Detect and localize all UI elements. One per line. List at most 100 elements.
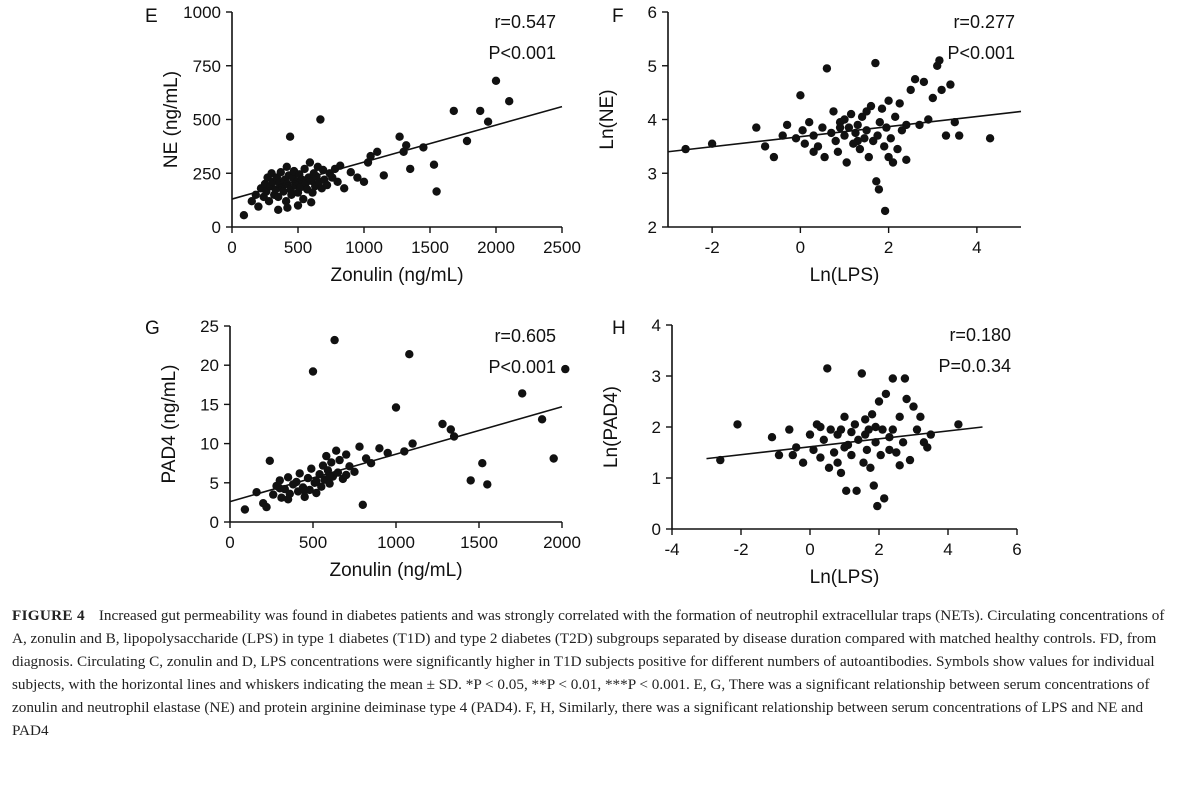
- x-tick-label: 4: [943, 540, 952, 559]
- x-tick-label: 1500: [411, 238, 449, 257]
- data-point: [854, 435, 863, 444]
- panel-letter: F: [612, 6, 624, 27]
- y-tick-label: 15: [200, 395, 219, 414]
- data-point: [833, 147, 843, 156]
- data-point: [880, 206, 890, 216]
- data-point: [483, 480, 492, 489]
- data-point: [308, 188, 317, 197]
- data-point: [355, 442, 364, 451]
- data-point: [840, 131, 849, 140]
- data-point: [909, 402, 918, 411]
- x-tick-label: 0: [225, 533, 234, 552]
- data-point: [295, 469, 304, 478]
- data-point: [408, 439, 417, 448]
- y-tick-label: 500: [193, 111, 221, 130]
- data-point: [884, 152, 893, 162]
- y-tick-label: 3: [648, 164, 657, 183]
- data-point: [307, 464, 316, 473]
- data-point: [307, 198, 316, 207]
- data-point: [239, 211, 249, 220]
- x-tick-label: 4: [972, 238, 981, 257]
- data-point: [317, 482, 326, 491]
- data-point: [902, 155, 911, 164]
- panel-letter: H: [612, 318, 626, 339]
- x-axis-title: Zonulin (ng/mL): [329, 560, 462, 581]
- data-point: [928, 93, 937, 103]
- panel-letter: E: [145, 6, 158, 27]
- y-tick-label: 5: [648, 57, 657, 76]
- y-tick-label: 250: [193, 164, 221, 183]
- data-point: [312, 488, 321, 498]
- y-axis-title: PAD4 (ng/mL): [159, 365, 180, 484]
- data-point: [395, 132, 404, 141]
- regression-line: [229, 405, 563, 503]
- x-tick-label: 2000: [477, 238, 515, 257]
- y-tick-label: 1000: [183, 3, 221, 22]
- data-point: [842, 486, 851, 495]
- data-point: [835, 123, 845, 132]
- data-point: [798, 458, 808, 467]
- data-point: [308, 367, 318, 376]
- data-point: [279, 187, 288, 196]
- x-tick-label: 2: [874, 540, 883, 559]
- data-point: [861, 415, 870, 424]
- data-point: [478, 459, 487, 468]
- data-point: [405, 350, 414, 359]
- data-point: [860, 134, 869, 143]
- data-point: [283, 495, 293, 504]
- x-tick-label: -2: [733, 540, 748, 559]
- caption-label: FIGURE 4: [12, 607, 85, 624]
- data-point: [937, 85, 946, 95]
- data-point: [866, 463, 875, 472]
- y-tick-label: 750: [193, 57, 221, 76]
- data-point: [293, 201, 303, 210]
- data-point: [300, 486, 309, 495]
- data-point: [285, 132, 295, 141]
- data-point: [895, 461, 904, 470]
- data-point: [733, 420, 742, 429]
- data-point: [872, 177, 881, 186]
- y-tick-label: 0: [210, 513, 219, 532]
- data-point: [873, 131, 882, 140]
- y-tick-label: 2: [648, 218, 657, 237]
- data-point: [864, 152, 873, 162]
- data-point: [287, 190, 296, 199]
- data-point: [346, 168, 355, 177]
- data-point: [359, 177, 369, 186]
- data-point: [446, 425, 455, 434]
- data-point: [840, 443, 849, 452]
- data-point: [791, 134, 801, 143]
- x-tick-label: 2500: [543, 238, 581, 257]
- stat-r: r=0.605: [494, 326, 556, 346]
- data-point: [823, 364, 832, 373]
- x-axis-title: Ln(LPS): [810, 567, 880, 588]
- data-point: [869, 481, 878, 490]
- data-point: [850, 420, 860, 429]
- data-point: [769, 152, 779, 162]
- data-point: [941, 131, 951, 140]
- x-tick-label: 0: [805, 540, 814, 559]
- panel-e: E 0 250 500 750 1000 0 500 1000 1500 2000 2500 Zonul…: [145, 3, 581, 286]
- data-point: [926, 430, 935, 439]
- caption-text: Increased gut permeability was found in …: [12, 607, 1165, 739]
- data-point: [774, 450, 784, 460]
- data-point: [862, 126, 871, 135]
- data-point: [406, 164, 415, 174]
- data-point: [283, 473, 293, 482]
- figure-caption: FIGURE 4 Increased gut permeability was f…: [12, 604, 1172, 742]
- data-point: [305, 158, 315, 167]
- data-point: [950, 118, 959, 127]
- data-point: [752, 123, 761, 132]
- data-point: [884, 96, 893, 105]
- x-tick-label: 500: [299, 533, 327, 552]
- data-point: [483, 117, 493, 126]
- data-point: [906, 85, 915, 95]
- y-axis-title: NE (ng/mL): [161, 71, 182, 168]
- data-point: [822, 64, 832, 73]
- data-point: [853, 120, 862, 130]
- x-tick-label: -4: [664, 540, 679, 559]
- data-point: [855, 144, 865, 154]
- y-tick-label: 4: [652, 316, 661, 335]
- data-point: [900, 374, 910, 383]
- x-tick-label: 2000: [543, 533, 581, 552]
